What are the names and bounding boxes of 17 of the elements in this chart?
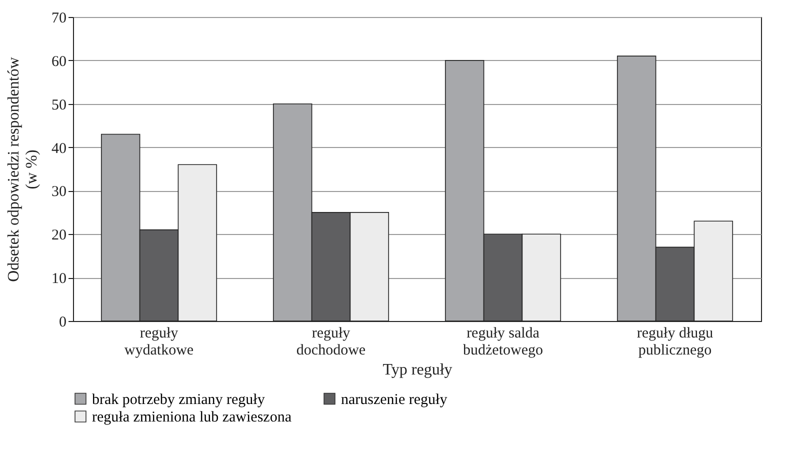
y-axis-title: Odsetek odpowiedzi respondentów (w %) <box>6 56 40 282</box>
x-tick-label: reguły salda budżetowego <box>463 326 543 358</box>
y-tick-label: 30 <box>52 184 66 200</box>
x-axis-title: Typ reguły <box>382 362 452 378</box>
y-tick-label: 50 <box>52 97 66 114</box>
y-tick-label: 70 <box>52 10 66 26</box>
x-tick-label: reguły dochodowe <box>296 326 366 358</box>
y-tick-label: 40 <box>52 140 66 157</box>
legend-label: naruszenie reguły <box>341 392 448 408</box>
legend-label: reguła zmieniona lub zawieszona <box>92 410 292 426</box>
y-tick-label: 10 <box>52 271 66 288</box>
y-tick-label: 0 <box>59 314 66 330</box>
y-tick-label: 60 <box>52 54 66 70</box>
legend-label: brak potrzeby zmiany reguły <box>92 392 266 408</box>
y-tick-label: 20 <box>52 228 66 244</box>
x-tick-label: reguły długu publicznego <box>636 326 714 358</box>
x-tick-label: reguły wydatkowe <box>124 326 194 358</box>
